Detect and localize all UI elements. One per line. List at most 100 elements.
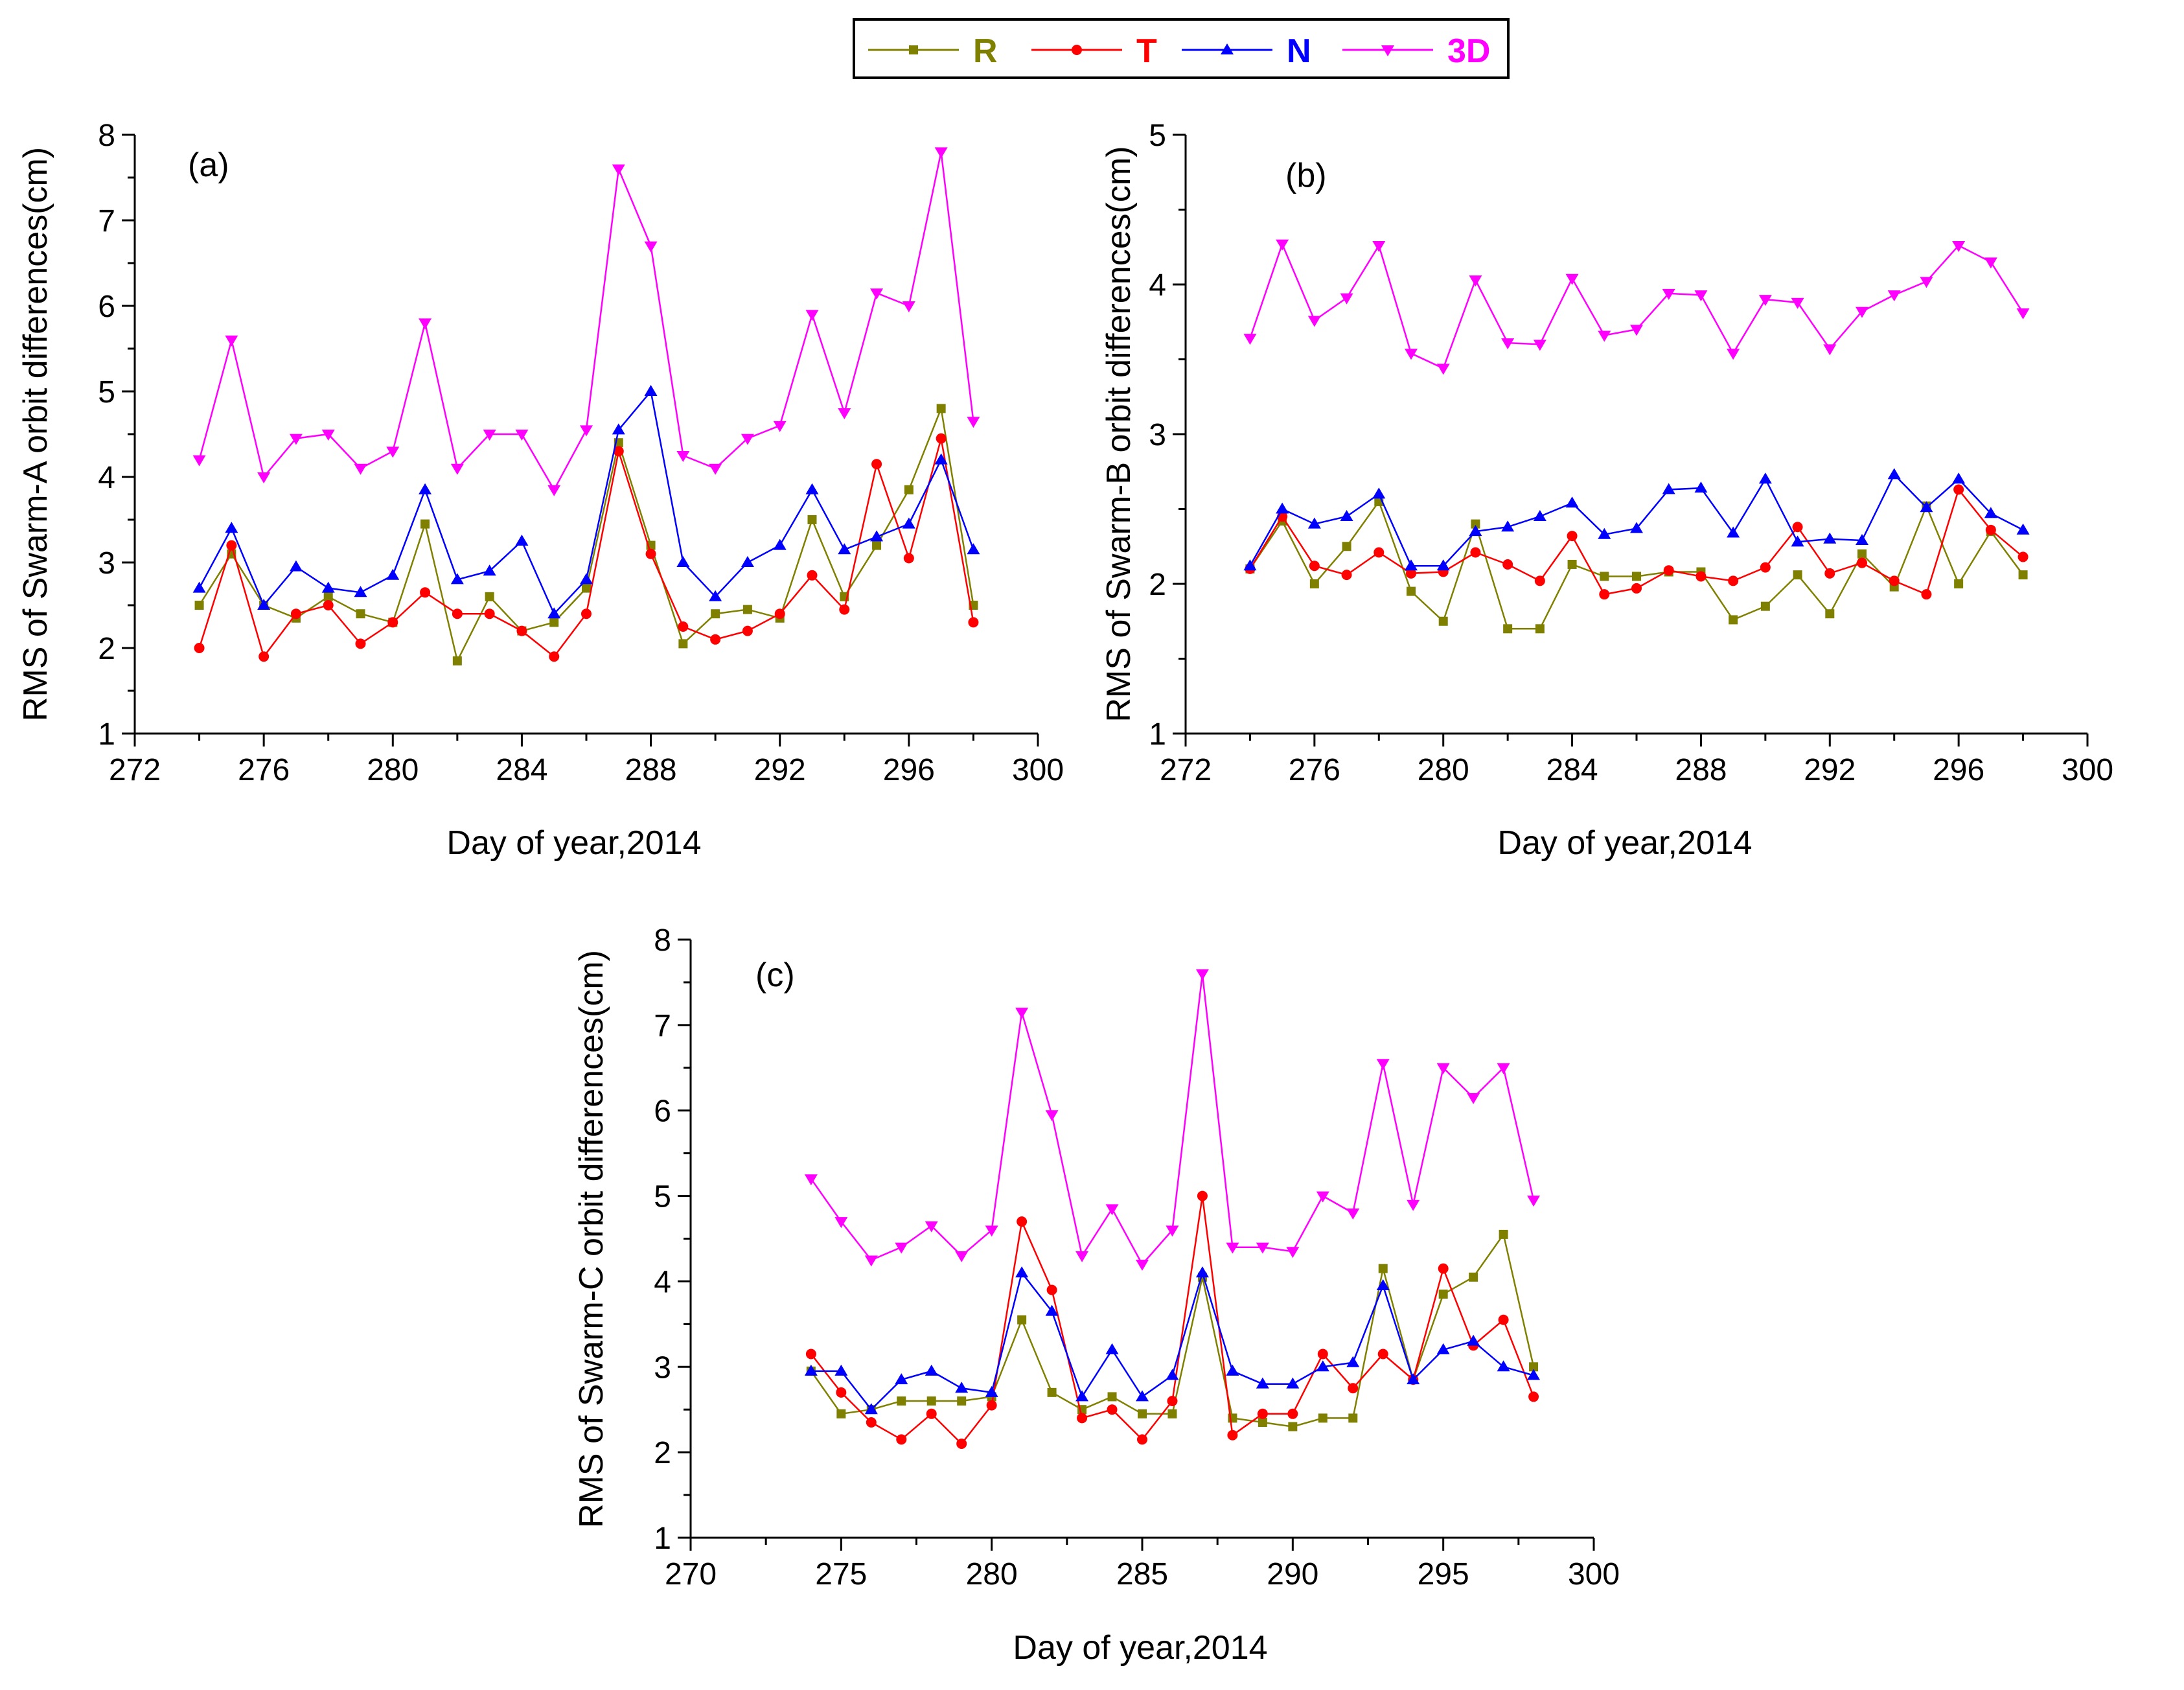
panel-c-swarm-c: (c) Day of year,2014 RMS of Swarm-C orbi…: [573, 923, 1620, 1667]
data-point: [1195, 1266, 1209, 1278]
data-point: [903, 553, 914, 564]
data-point: [549, 618, 559, 627]
data-point: [613, 446, 624, 457]
data-point: [1166, 1369, 1179, 1380]
data-point: [986, 1400, 997, 1411]
legend-entry-n: N: [1182, 32, 1311, 70]
data-point: [1527, 1369, 1541, 1380]
data-point: [1256, 1242, 1269, 1254]
data-point: [936, 433, 947, 444]
legend-entry-3d: 3D: [1342, 32, 1490, 70]
data-point: [1438, 1263, 1449, 1274]
y-tick-label: 7: [98, 204, 115, 238]
data-point: [2018, 570, 2028, 580]
data-point: [678, 621, 689, 632]
data-point: [1534, 575, 1545, 586]
data-point: [1498, 1314, 1509, 1325]
x-tick-label: 296: [883, 753, 935, 787]
data-point: [1599, 589, 1610, 600]
data-point: [1342, 542, 1351, 551]
data-point: [807, 570, 818, 581]
panel-b-swarm-b: (b) Day of year,2014 RMS of Swarm-B orbi…: [1100, 119, 2113, 862]
data-point: [1823, 344, 1837, 356]
data-point: [985, 1385, 998, 1397]
data-point: [1823, 532, 1837, 544]
data-point: [1340, 510, 1353, 522]
data-point: [1791, 297, 1804, 309]
x-tick-label: 288: [625, 753, 677, 787]
data-point: [1405, 559, 1418, 571]
data-point: [2016, 308, 2030, 319]
x-tick-label: 270: [665, 1557, 717, 1592]
data-point: [1631, 583, 1642, 594]
data-point: [1632, 572, 1641, 581]
series-3d: [804, 969, 1541, 1271]
legend-frame: [853, 18, 1510, 79]
data-point: [1166, 1225, 1179, 1237]
panel-label: (a): [188, 146, 229, 184]
data-point: [1856, 307, 1868, 318]
legend-label: R: [973, 32, 998, 70]
data-point: [515, 535, 529, 546]
data-point: [897, 1396, 906, 1406]
data-point: [925, 1221, 938, 1233]
data-point: [834, 1364, 848, 1376]
data-point: [1920, 277, 1933, 288]
y-axis-title: RMS of Swarm-C orbit differences(cm): [573, 950, 610, 1528]
data-point: [644, 241, 658, 253]
data-point: [1075, 1390, 1089, 1402]
data-point: [516, 625, 527, 636]
data-point: [354, 463, 367, 475]
data-point: [321, 430, 335, 441]
data-point: [354, 586, 367, 597]
y-tick-label: 4: [1149, 268, 1166, 303]
data-point: [1348, 1383, 1359, 1394]
data-point: [1376, 1279, 1390, 1291]
data-point: [872, 540, 882, 550]
legend-entry-r: R: [868, 32, 998, 70]
x-tick-label: 280: [1418, 753, 1469, 787]
y-tick-label: 1: [654, 1522, 671, 1556]
data-point: [709, 463, 722, 475]
data-point: [1952, 240, 1966, 252]
data-point: [1407, 586, 1416, 596]
data-point: [1792, 522, 1803, 533]
data-point: [386, 446, 400, 458]
data-point: [741, 556, 754, 567]
y-tick-label: 8: [654, 923, 671, 958]
y-tick-label: 2: [1149, 568, 1166, 602]
data-point: [580, 573, 593, 585]
data-point: [1316, 1360, 1329, 1372]
data-point: [902, 517, 915, 529]
data-point: [1137, 1434, 1147, 1445]
data-point: [547, 485, 561, 496]
data-point: [1341, 570, 1352, 581]
data-point: [925, 1364, 938, 1376]
x-tick-label: 292: [1804, 753, 1856, 787]
data-point: [1075, 1251, 1089, 1262]
x-tick-label: 300: [1568, 1557, 1620, 1592]
data-point: [1953, 484, 1964, 495]
series-3d: [192, 147, 980, 496]
data-point: [709, 590, 722, 601]
series-line: [810, 1269, 1534, 1411]
data-point: [1729, 615, 1738, 625]
data-point: [1600, 572, 1609, 581]
data-point: [581, 608, 592, 619]
data-point: [1467, 1093, 1480, 1104]
y-tick-label: 6: [654, 1094, 671, 1129]
data-point: [1791, 535, 1804, 547]
data-point: [1405, 349, 1418, 360]
data-point: [1793, 570, 1802, 580]
y-tick-label: 2: [654, 1436, 671, 1470]
data-point: [1307, 517, 1321, 529]
data-point: [2016, 523, 2030, 535]
data-point: [838, 408, 851, 419]
data-point: [1318, 1413, 1328, 1423]
data-point: [1533, 340, 1546, 351]
data-point: [644, 385, 658, 396]
data-point: [1630, 522, 1643, 533]
series-n: [804, 1266, 1541, 1415]
data-point: [1317, 1349, 1328, 1360]
data-point: [1374, 547, 1385, 558]
